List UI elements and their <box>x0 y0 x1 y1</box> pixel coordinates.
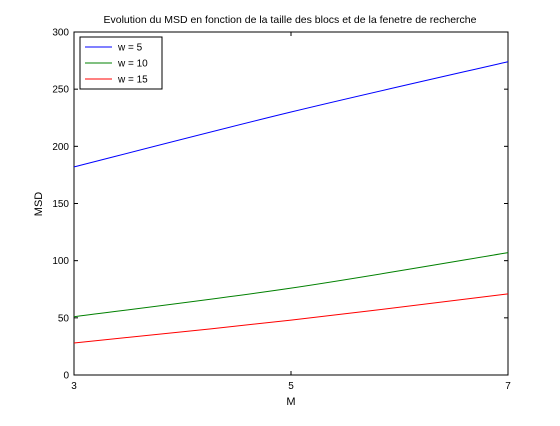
chart-title: Evolution du MSD en fonction de la taill… <box>104 14 477 26</box>
legend-label-3: w = 15 <box>117 75 148 86</box>
series-line-2 <box>73 252 509 318</box>
y-tick-label: 250 <box>52 85 69 96</box>
x-axis-label: M <box>286 396 295 408</box>
y-tick-label: 100 <box>52 256 69 267</box>
y-tick-label: 300 <box>52 28 69 39</box>
y-axis-label: MSD <box>33 192 45 217</box>
series-line-3 <box>73 293 509 344</box>
x-tick-label: 3 <box>71 381 77 392</box>
series-lines <box>73 61 509 344</box>
y-tick-label: 50 <box>58 313 70 324</box>
x-tick-label: 5 <box>288 381 294 392</box>
x-tick-label: 7 <box>505 381 511 392</box>
y-tick-label: 150 <box>52 199 69 210</box>
legend-label-1: w = 5 <box>117 43 143 54</box>
legend-box <box>79 36 163 90</box>
axis-ticks: 3 5 7 0 50 100 150 200 250 300 <box>52 28 511 393</box>
chart-legend: w = 5 w = 10 w = 15 <box>79 36 163 90</box>
series-line-1 <box>73 61 509 168</box>
legend-label-2: w = 10 <box>117 59 148 70</box>
y-tick-label: 200 <box>52 142 69 153</box>
y-tick-label: 0 <box>63 371 69 382</box>
